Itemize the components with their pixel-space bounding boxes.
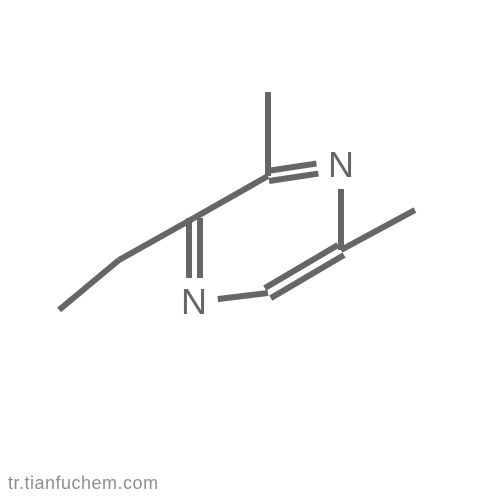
bond-segment xyxy=(186,218,192,278)
watermark-text: tr.tianfuchem.com xyxy=(0,467,167,500)
bond-segment xyxy=(340,207,417,252)
bond-segment xyxy=(193,173,270,220)
bond-segment xyxy=(217,290,268,302)
bond-segment xyxy=(118,215,196,262)
bond-segment xyxy=(57,258,121,313)
molecule-canvas: NN xyxy=(0,0,500,500)
bond-segment xyxy=(268,171,318,184)
atom-label-N2: N xyxy=(328,144,354,186)
bond-segment xyxy=(338,189,344,250)
atom-label-N1: N xyxy=(181,281,207,323)
bond-segment xyxy=(197,218,203,278)
bond-segment xyxy=(265,92,271,176)
